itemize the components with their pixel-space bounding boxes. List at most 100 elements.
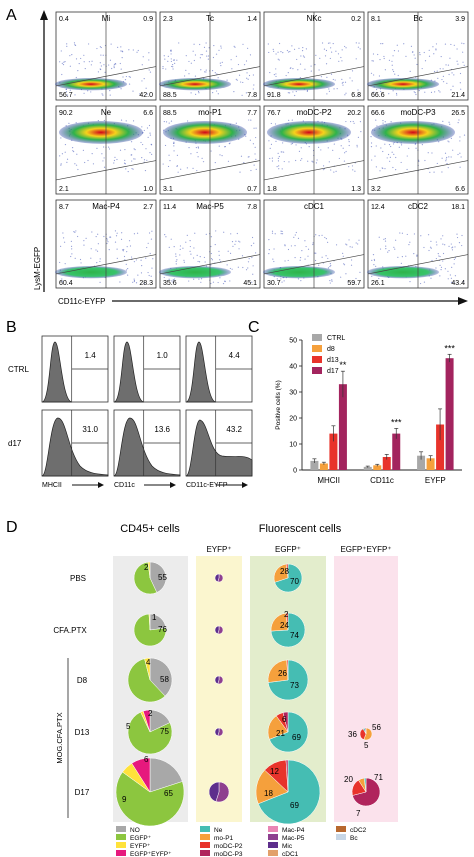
scatter-dot — [188, 280, 190, 282]
scatter-dot — [430, 240, 432, 242]
scatter-dot — [297, 237, 300, 239]
scatter-dot — [458, 119, 460, 121]
scatter-dot — [333, 171, 335, 173]
scatter-dot — [102, 54, 104, 56]
scatter-dot — [234, 46, 236, 48]
scatter-dot — [87, 90, 89, 92]
scatter-dot — [163, 55, 165, 57]
scatter-dot — [84, 161, 86, 164]
scatter-dot — [335, 170, 337, 172]
scatter-dot — [223, 231, 225, 233]
scatter-dot — [408, 147, 410, 149]
scatter-dot — [348, 141, 350, 143]
scatter-dot — [463, 134, 466, 136]
scatter-dot — [113, 162, 115, 164]
pie-label: 5 — [364, 741, 369, 750]
quadrant-ur: 7.7 — [247, 110, 257, 117]
scatter-dot — [329, 263, 331, 265]
quadrant-ul: 11.4 — [163, 204, 176, 211]
scatter-dot — [327, 241, 329, 243]
scatter-dot — [420, 235, 422, 237]
scatter-dot — [326, 76, 328, 78]
scatter-dot — [125, 120, 127, 122]
scatter-dot — [456, 48, 458, 50]
scatter-dot — [459, 136, 461, 138]
scatter-dot — [125, 168, 127, 170]
scatter-dot — [458, 242, 461, 244]
scatter-dot — [133, 279, 136, 282]
flow-plot: moDC-P2 76.7 20.2 1.8 1.3 — [263, 105, 365, 195]
scatter-dot — [100, 54, 102, 56]
scatter-dot — [429, 171, 431, 173]
scatter-dot — [200, 281, 202, 283]
histogram-x-label: CD11c-EYFP — [186, 482, 228, 489]
scatter-dot — [103, 119, 105, 122]
scatter-dot — [453, 263, 455, 265]
scatter-dot — [229, 252, 232, 254]
scatter-dot — [268, 239, 270, 241]
legend-swatch — [200, 842, 210, 848]
pie-slice — [214, 625, 220, 635]
quadrant-ur: 7.8 — [247, 204, 257, 211]
scatter-dot — [435, 48, 437, 50]
scatter-dot — [329, 42, 331, 44]
scatter-dot — [83, 54, 85, 56]
scatter-dot — [301, 50, 304, 52]
eyfp-pie — [214, 625, 224, 635]
scatter-dot — [60, 245, 62, 247]
scatter-dot — [383, 57, 385, 60]
scatter-dot — [116, 257, 118, 259]
histogram: 1.0 — [113, 335, 181, 403]
scatter-dot — [384, 69, 386, 71]
scatter-dot — [220, 47, 222, 49]
scatter-dot — [236, 79, 238, 81]
scatter-dot — [421, 144, 423, 146]
legend-swatch — [268, 826, 278, 832]
scatter-dot — [438, 90, 440, 92]
scatter-dot — [441, 171, 443, 173]
pie-label: 6 — [282, 715, 287, 724]
scatter-dot — [83, 244, 85, 246]
scatter-dot — [300, 55, 302, 57]
scatter-dot — [140, 272, 143, 274]
scatter-dot — [341, 78, 343, 80]
scatter-dot — [205, 50, 208, 52]
scatter-dot — [101, 153, 103, 155]
scatter-dot — [330, 169, 332, 171]
scatter-dot — [385, 248, 387, 250]
scatter-dot — [252, 273, 254, 275]
scatter-dot — [80, 262, 82, 264]
scatter-dot — [236, 232, 238, 235]
scatter-dot — [247, 261, 250, 263]
scatter-dot — [163, 276, 165, 279]
scatter-dot — [173, 150, 175, 152]
scatter-dot — [126, 251, 128, 253]
scatter-dot — [299, 256, 302, 259]
scatter-dot — [344, 45, 346, 48]
flow-plot-title: Tc — [206, 14, 214, 23]
scatter-dot — [120, 50, 122, 52]
scatter-dot — [245, 269, 248, 271]
scatter-dot — [114, 156, 116, 158]
scatter-dot — [272, 258, 274, 260]
scatter-dot — [385, 245, 387, 247]
scatter-dot — [110, 43, 112, 45]
scatter-dot — [295, 159, 297, 162]
scatter-dot — [357, 136, 359, 138]
scatter-dot — [375, 166, 377, 168]
scatter-dot — [424, 60, 427, 62]
scatter-dot — [406, 155, 408, 157]
scatter-dot — [106, 239, 108, 241]
scatter-dot — [275, 75, 277, 78]
scatter-dot — [119, 149, 122, 151]
scatter-dot — [299, 259, 301, 261]
flow-plot-title: mo-P1 — [198, 108, 222, 117]
scatter-dot — [450, 137, 452, 139]
scatter-dot — [214, 72, 216, 74]
scatter-dot — [308, 146, 310, 148]
scatter-dot — [342, 84, 344, 86]
scatter-dot — [250, 119, 252, 121]
scatter-dot — [350, 120, 352, 123]
scatter-dot — [359, 121, 362, 123]
scatter-dot — [349, 246, 351, 248]
